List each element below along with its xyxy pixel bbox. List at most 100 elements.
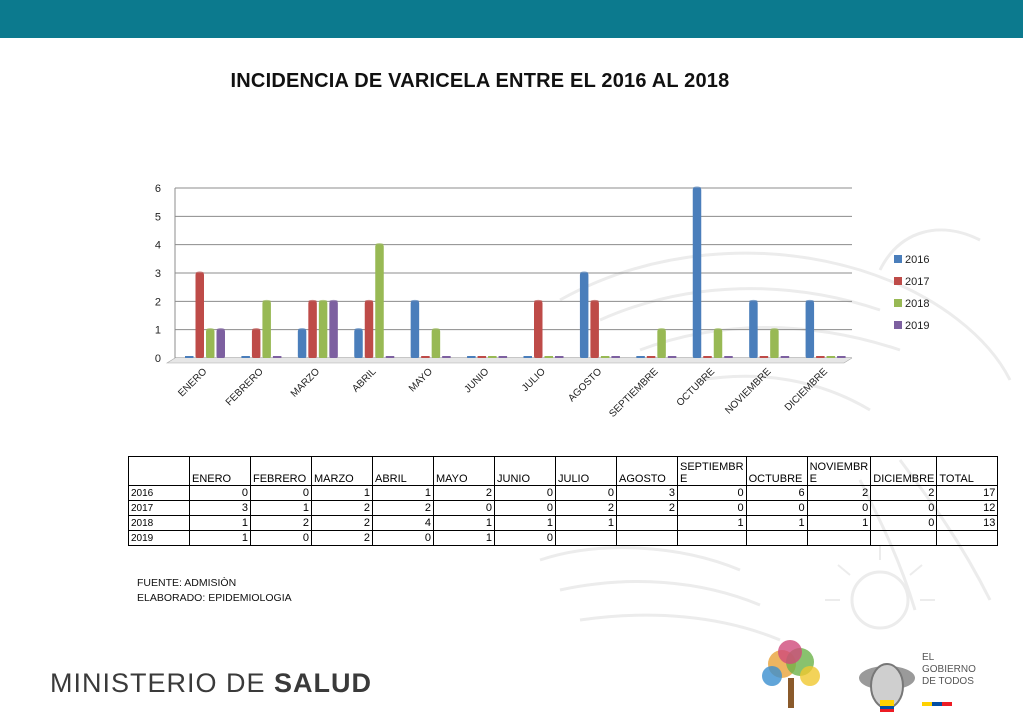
table-cell: 0	[494, 530, 556, 546]
table-cell: 1	[433, 530, 495, 546]
table-body: 2016 0 0 1 1 2 0 0 3 0 6 2 2 17 2017 3 1 2 2 0 0 2 2 0 0 0 0 12 2018…	[128, 485, 999, 546]
column-header: ENERO	[189, 456, 251, 486]
x-tick-label: AGOSTO	[566, 366, 604, 404]
bar-2016-julio	[523, 356, 532, 358]
table-cell: 1	[745, 515, 808, 531]
table-cell: 1	[806, 515, 872, 531]
table-cell: 0	[433, 500, 495, 516]
bar-2018-diciembre	[826, 356, 836, 358]
bar-2019-febrero	[272, 356, 282, 358]
table-cell: 0	[677, 485, 747, 501]
column-header: SEPTIEMBR E	[677, 456, 747, 486]
table-cell: 0	[745, 500, 808, 516]
bar-2016-diciembre	[805, 301, 815, 358]
table-cell: 0	[806, 500, 872, 516]
legend-label: 2019	[905, 320, 929, 332]
toda-una-vida-tree-logo	[762, 640, 820, 708]
bar-cap	[590, 299, 599, 303]
chart-floor	[165, 357, 853, 364]
table-cell: 3	[616, 485, 678, 501]
table-cell: 1	[311, 485, 373, 501]
bar-cap	[657, 328, 666, 332]
data-table: ENERO FEBRERO MARZO ABRIL MAYO JUNIO JULIO AGOS…	[128, 456, 999, 546]
bar-cap	[431, 328, 441, 332]
chart-legend: 2016 2017 2018 2019	[894, 254, 929, 332]
bar-2016-marzo	[297, 329, 307, 358]
table-cell: 2	[870, 485, 938, 501]
chart-bars	[185, 186, 846, 358]
bar-2017-octubre	[703, 356, 712, 358]
table-cell: 1	[494, 515, 556, 531]
chart-gridlines	[165, 187, 853, 364]
top-banner	[0, 0, 1023, 38]
table-cell: 1	[677, 515, 747, 531]
table-cell	[745, 530, 808, 546]
bar-cap	[692, 186, 702, 190]
bar-cap	[534, 299, 543, 303]
table-cell: 0	[555, 485, 617, 501]
bar-2019-agosto	[611, 356, 620, 358]
column-header: OCTUBRE	[745, 456, 808, 486]
x-tick-label: MARZO	[289, 366, 322, 399]
table-cell	[555, 530, 617, 546]
table-cell	[870, 530, 938, 546]
bar-cap	[195, 271, 204, 275]
bar-2018-julio	[544, 356, 553, 358]
bar-2019-diciembre	[837, 356, 846, 358]
bar-2019-octubre	[724, 356, 733, 358]
bar-2019-noviembre	[780, 356, 790, 358]
bar-2019-julio	[555, 356, 564, 358]
gov-line-3: DE TODOS	[922, 676, 974, 687]
y-tick-label: 3	[155, 268, 161, 280]
table-cell: 2	[555, 500, 617, 516]
bar-cap	[262, 299, 271, 303]
table-cell: 2	[372, 500, 434, 516]
government-logos	[762, 640, 952, 712]
table-cell: 0	[250, 485, 312, 501]
bar-2016-abril	[354, 329, 363, 358]
author-text: ELABORADO: EPIDEMIOLOGIA	[137, 592, 292, 604]
bar-cap	[805, 299, 815, 303]
bar-2019-junio	[498, 356, 508, 358]
x-tick-label: JUNIO	[462, 366, 491, 395]
bar-cap	[318, 299, 328, 303]
table-cell: 4	[372, 515, 434, 531]
bar-2017-julio	[534, 301, 543, 358]
table-cell: 1	[555, 515, 617, 531]
table-cell: 3	[189, 500, 251, 516]
bar-cap	[206, 328, 215, 332]
bar-2018-septiembre	[657, 329, 666, 358]
bar-cap	[364, 299, 374, 303]
bar-2019-abril	[385, 356, 395, 358]
bar-cap	[216, 328, 225, 332]
bar-2018-febrero	[262, 301, 271, 358]
x-tick-label: ENERO	[176, 366, 209, 399]
table-header-row: ENERO FEBRERO MARZO ABRIL MAYO JUNIO JULIO AGOS…	[128, 456, 999, 486]
bar-2017-septiembre	[646, 356, 656, 358]
gov-line-1: EL	[922, 652, 935, 663]
table-cell: 0	[870, 515, 938, 531]
source-notes: FUENTE: ADMISIÒN ELABORADO: EPIDEMIOLOGI…	[137, 576, 292, 606]
bar-2017-agosto	[590, 301, 599, 358]
x-tick-label: JULIO	[520, 366, 548, 394]
table-cell: 2	[806, 485, 872, 501]
ministry-logo-text: MINISTERIO DE SALUD	[50, 668, 372, 699]
table-cell: 0	[189, 485, 251, 501]
bar-cap	[375, 243, 384, 247]
table-cell	[677, 530, 747, 546]
y-tick-label: 6	[155, 183, 161, 195]
table-cell: 2	[311, 515, 373, 531]
bar-2018-agosto	[600, 356, 610, 358]
bar-2016-febrero	[241, 356, 250, 358]
y-axis-ticks: 0 1 2 3 4 5 6	[155, 183, 161, 365]
table-cell: 0	[250, 530, 312, 546]
table-cell: 2	[433, 485, 495, 501]
x-tick-label: FEBRERO	[224, 366, 266, 408]
legend-label: 2016	[905, 254, 929, 266]
table-row: 2018 1 2 2 4 1 1 1 1 1 1 0 13	[128, 515, 999, 531]
table-cell: 12	[936, 500, 999, 516]
table-cell: 13	[936, 515, 999, 531]
bar-2017-noviembre	[759, 356, 769, 358]
table-cell: 0	[372, 530, 434, 546]
table-cell: 0	[494, 500, 556, 516]
